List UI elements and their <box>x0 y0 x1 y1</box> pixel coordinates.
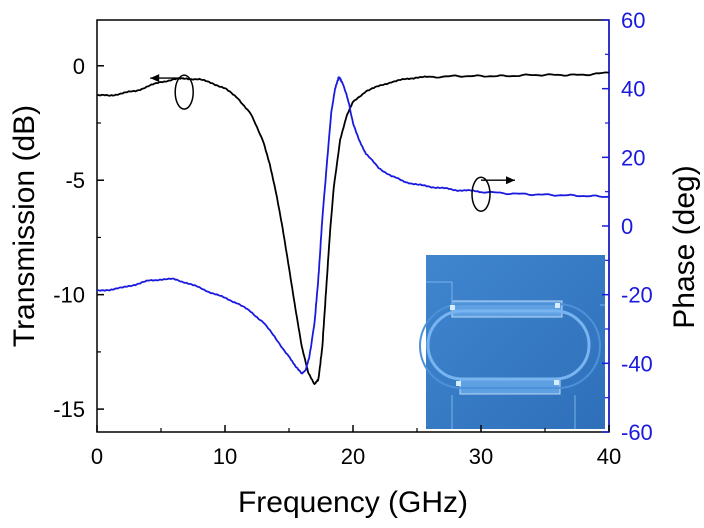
left-y-tick-label: -15 <box>53 397 85 422</box>
x-tick-label: 30 <box>469 444 493 469</box>
left-y-axis-ticks: -15 -10 -5 0 <box>53 54 104 422</box>
transmission-series-line <box>96 71 610 386</box>
x-tick-label: 10 <box>213 444 237 469</box>
right-y-tick-label: 0 <box>621 214 633 239</box>
axis-indicator-arrow-head <box>150 74 160 83</box>
axis-indicator-ellipse <box>174 74 194 110</box>
left-y-tick-label: -5 <box>65 168 85 193</box>
x-tick-label: 20 <box>341 444 365 469</box>
x-axis-title: Frequency (GHz) <box>238 486 468 519</box>
phase-series-line <box>96 76 610 375</box>
series-layer <box>96 71 610 386</box>
x-tick-label: 0 <box>91 444 103 469</box>
left-y-axis-title: Transmission (dB) <box>8 105 41 347</box>
inset-microscope-image <box>419 255 605 429</box>
right-y-tick-label: -60 <box>621 420 653 445</box>
right-y-tick-label: 20 <box>621 145 645 170</box>
x-axis-ticks: 0 10 20 30 40 <box>91 425 621 469</box>
right-y-axis-title: Phase (deg) <box>668 165 701 328</box>
axis-indicator-arrow-head <box>506 176 515 185</box>
right-y-tick-label: 40 <box>621 77 645 102</box>
left-y-tick-label: 0 <box>73 54 85 79</box>
right-y-tick-label: -40 <box>621 351 653 376</box>
right-y-tick-label: -20 <box>621 283 653 308</box>
axis-indicator-ellipse <box>471 176 491 212</box>
right-y-tick-label: 60 <box>621 8 645 33</box>
annotation-layer <box>150 74 515 212</box>
right-y-axis-ticks: -60 -40 -20 0 20 40 60 <box>602 8 653 445</box>
x-tick-label: 40 <box>597 444 621 469</box>
left-y-tick-label: -10 <box>53 283 85 308</box>
